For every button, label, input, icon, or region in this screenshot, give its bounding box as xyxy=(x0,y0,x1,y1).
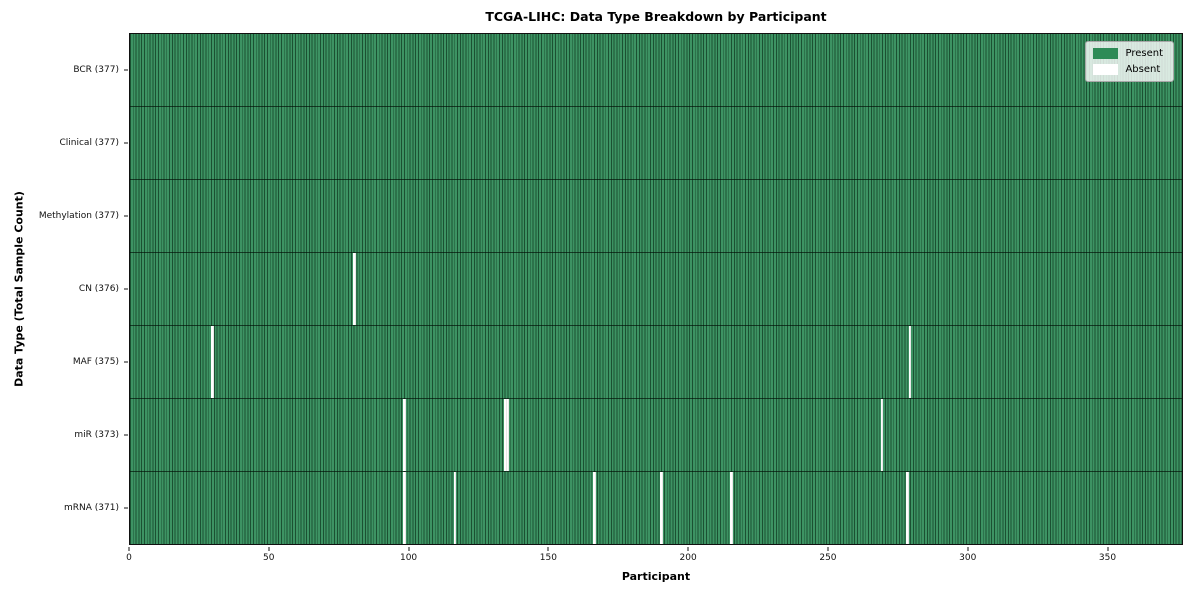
y-tick-mark-mRNA xyxy=(124,507,128,509)
y-tick-label-mRNA: mRNA (371) xyxy=(64,503,119,514)
x-tick-label-300: 300 xyxy=(959,552,977,563)
heatmap-rows-container xyxy=(130,34,1182,544)
x-tick-label-200: 200 xyxy=(679,552,697,563)
x-tick-mark-300 xyxy=(967,546,969,551)
legend-label-present: Present xyxy=(1125,47,1163,59)
legend-item-absent: Absent xyxy=(1093,64,1163,75)
absent-gap-MAF-279 xyxy=(908,326,912,398)
y-axis-ticks: BCR (377) Clinical (377) Methylation (377)… xyxy=(0,33,129,545)
absent-gap-mRNA-116 xyxy=(453,472,457,544)
absent-gap-mRNA-98 xyxy=(403,472,407,544)
absent-gap-mRNA-278 xyxy=(905,472,909,544)
absent-gap-CN-80 xyxy=(353,253,357,325)
x-tick-mark-350 xyxy=(1107,546,1108,551)
absent-gap-MAF-29 xyxy=(210,326,214,398)
x-tick-label-250: 250 xyxy=(819,552,837,563)
x-tick-label-150: 150 xyxy=(539,552,557,563)
y-tick-mark-miR xyxy=(124,434,128,436)
heatmap-row-Clinical xyxy=(130,107,1182,180)
plot-area: Present Absent xyxy=(129,33,1183,545)
x-tick-mark-50 xyxy=(268,546,270,551)
chart-title: TCGA-LIHC: Data Type Breakdown by Partic… xyxy=(485,9,827,24)
absent-gap-mRNA-190 xyxy=(660,472,663,544)
x-tick-label-100: 100 xyxy=(399,552,418,563)
x-tick-mark-150 xyxy=(547,546,549,551)
x-tick-mark-100 xyxy=(408,546,410,551)
x-tick-mark-200 xyxy=(687,546,689,551)
y-tick-mark-Methylation xyxy=(124,215,128,217)
x-tick-mark-250 xyxy=(827,546,829,551)
heatmap-row-Methylation xyxy=(130,180,1182,253)
absent-gap-mRNA-166 xyxy=(593,472,596,544)
y-tick-label-BCR: BCR (377) xyxy=(73,64,119,75)
y-tick-mark-Clinical xyxy=(124,142,128,144)
legend-swatch-present-icon xyxy=(1093,48,1119,59)
heatmap-row-CN xyxy=(130,253,1182,326)
legend-swatch-absent-icon xyxy=(1093,64,1119,75)
y-tick-label-Clinical: Clinical (377) xyxy=(59,137,119,148)
absent-gap-miR-269 xyxy=(880,399,884,471)
absent-gap-miR-98 xyxy=(403,399,407,471)
y-tick-mark-CN xyxy=(124,288,128,290)
x-tick-label-350: 350 xyxy=(1098,552,1117,563)
heatmap-row-MAF xyxy=(130,326,1182,399)
y-tick-mark-MAF xyxy=(124,361,128,363)
x-tick-label-50: 50 xyxy=(263,552,275,563)
y-tick-mark-BCR xyxy=(124,69,128,71)
x-axis-ticks: 0 50 100 150 200 250 300 350 xyxy=(126,546,1183,567)
y-tick-label-CN: CN (376) xyxy=(78,284,119,294)
absent-gap-mRNA-215 xyxy=(729,472,733,544)
x-tick-label-0: 0 xyxy=(126,552,132,563)
x-tick-mark-0 xyxy=(128,546,130,551)
y-tick-label-Methylation: Methylation (377) xyxy=(38,210,119,221)
heatmap-row-mRNA xyxy=(130,472,1182,544)
x-axis-label: Participant xyxy=(621,570,691,583)
heatmap-row-BCR xyxy=(130,34,1182,107)
heatmap-row-miR xyxy=(130,399,1182,472)
legend: Present Absent xyxy=(1085,41,1174,82)
legend-item-present: Present xyxy=(1093,48,1163,59)
absent-gap-miR-135 xyxy=(506,399,510,471)
y-tick-label-MAF: MAF (375) xyxy=(72,357,119,368)
legend-label-absent: Absent xyxy=(1125,63,1161,75)
y-tick-label-miR: miR (373) xyxy=(74,430,119,441)
absent-gap-miR-134 xyxy=(503,399,507,471)
